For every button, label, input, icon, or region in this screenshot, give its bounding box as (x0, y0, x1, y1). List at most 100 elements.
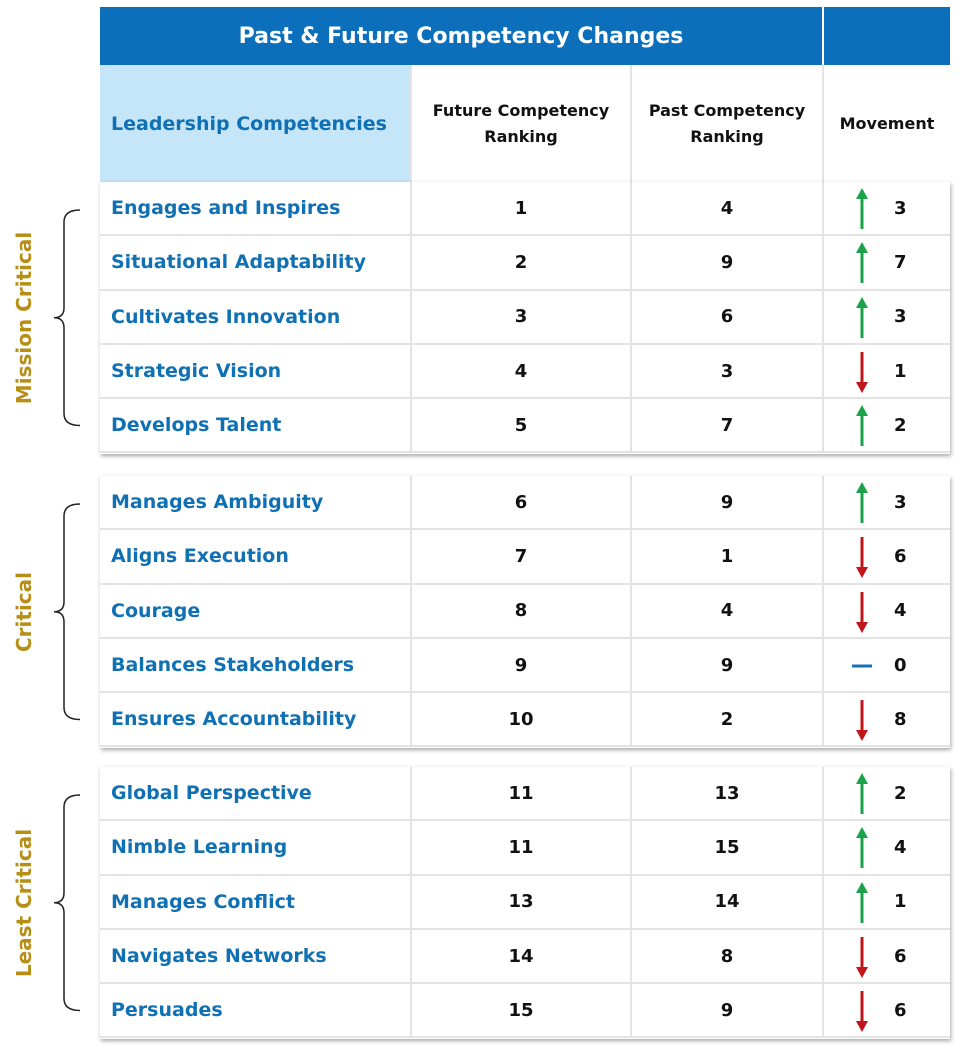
column-header: Leadership Competencies (100, 65, 410, 182)
past-rank: 9 (630, 476, 822, 531)
group-section: Manages Ambiguity 6 9 3 Aligns Execution 7 1 6 C… (100, 476, 950, 748)
past-rank: 4 (630, 584, 822, 639)
competency-name: Develops Talent (100, 399, 410, 454)
movement-cell: 6 (822, 984, 950, 1039)
future-rank: 13 (410, 875, 630, 930)
competency-name: Situational Adaptability (100, 236, 410, 291)
movement-value: 6 (894, 999, 907, 1021)
competency-name: Courage (100, 585, 410, 639)
brace-path (53, 503, 81, 721)
movement-cell: 6 (822, 929, 950, 985)
past-rank: 4 (630, 182, 822, 237)
movement-icon (856, 482, 868, 523)
arrow-head (856, 381, 868, 393)
competency-name: Manages Ambiguity (100, 476, 410, 531)
competency-name: Strategic Vision (100, 345, 410, 400)
future-rank: 7 (410, 530, 630, 585)
arrow-head (856, 296, 868, 308)
competency-name: Navigates Networks (100, 930, 410, 985)
future-rank: 5 (410, 399, 630, 454)
future-rank: 1 (410, 182, 630, 237)
future-rank: 8 (410, 584, 630, 639)
group-section: Global Perspective 11 13 2 Nimble Learning 11… (100, 767, 950, 1039)
competency-name: Balances Stakeholders (100, 639, 410, 694)
movement-value: 2 (894, 782, 907, 804)
movement-cell: 7 (822, 236, 950, 291)
movement-value: 8 (894, 708, 907, 730)
competency-name: Global Perspective (100, 767, 410, 822)
title-blank (822, 7, 950, 65)
competency-name: Ensures Accountability (100, 693, 410, 748)
movement-value: 3 (894, 197, 907, 219)
arrow-head (856, 773, 868, 784)
arrow-head (856, 730, 868, 742)
future-rank: 9 (410, 638, 630, 694)
arrow-head (856, 567, 868, 579)
movement-cell: 8 (822, 693, 950, 748)
movement-cell: 2 (822, 767, 950, 822)
arrow-head (856, 621, 868, 633)
competency-name: Manages Conflict (100, 876, 410, 930)
competency-name: Cultivates Innovation (100, 291, 410, 345)
future-rank: 3 (410, 290, 630, 345)
past-rank: 9 (630, 236, 822, 291)
movement-value: 7 (894, 251, 907, 273)
future-rank: 11 (410, 821, 630, 876)
movement-cell: 3 (822, 182, 950, 237)
competency-name: Persuades (100, 984, 410, 1039)
movement-cell: 2 (822, 399, 950, 454)
arrow-head (856, 966, 868, 978)
movement-icon (856, 936, 868, 978)
past-rank: 1 (630, 530, 822, 585)
movement-cell: 1 (822, 875, 950, 930)
brace-path (53, 209, 81, 427)
movement-icon (852, 664, 872, 668)
future-rank: 14 (410, 929, 630, 985)
arrow-head (856, 242, 868, 254)
group-brace (53, 794, 81, 1012)
movement-value: 2 (894, 414, 907, 436)
future-rank: 11 (410, 767, 630, 822)
past-rank: 8 (630, 929, 822, 985)
column-header: Past Competency Ranking (630, 65, 822, 182)
group-brace (53, 209, 81, 427)
arrow-head (856, 482, 868, 493)
movement-icon (856, 242, 868, 284)
movement-cell: 4 (822, 821, 950, 876)
movement-value: 3 (894, 306, 907, 328)
movement-icon (856, 773, 868, 814)
arrow-head (856, 881, 868, 893)
movement-icon (856, 881, 868, 923)
movement-icon (856, 591, 868, 633)
movement-cell: 4 (822, 584, 950, 639)
past-rank: 7 (630, 399, 822, 454)
movement-value: 6 (894, 545, 907, 567)
future-rank: 4 (410, 344, 630, 400)
group-brace (53, 503, 81, 721)
movement-value: 1 (894, 891, 907, 913)
movement-cell: 3 (822, 476, 950, 531)
movement-value: 4 (894, 600, 907, 622)
future-rank: 2 (410, 236, 630, 291)
movement-icon (856, 991, 868, 1033)
movement-icon (856, 700, 868, 742)
movement-icon (856, 405, 868, 447)
movement-icon (856, 296, 868, 338)
movement-icon (856, 188, 868, 229)
movement-cell: 6 (822, 530, 950, 585)
arrow-head (856, 405, 868, 417)
past-rank: 9 (630, 638, 822, 694)
movement-cell: 0 (822, 638, 950, 694)
brace-path (53, 794, 81, 1012)
movement-value: 4 (894, 836, 907, 858)
column-header: Movement (822, 65, 950, 182)
past-rank: 13 (630, 767, 822, 822)
movement-icon (856, 351, 868, 393)
future-rank: 15 (410, 984, 630, 1039)
competency-name: Engages and Inspires (100, 182, 410, 237)
group-label: Least Critical (12, 828, 36, 977)
group-section: Engages and Inspires 1 4 3 Situational Adapt… (100, 182, 950, 454)
past-rank: 6 (630, 290, 822, 345)
competency-name: Aligns Execution (100, 530, 410, 585)
movement-icon (856, 537, 868, 579)
